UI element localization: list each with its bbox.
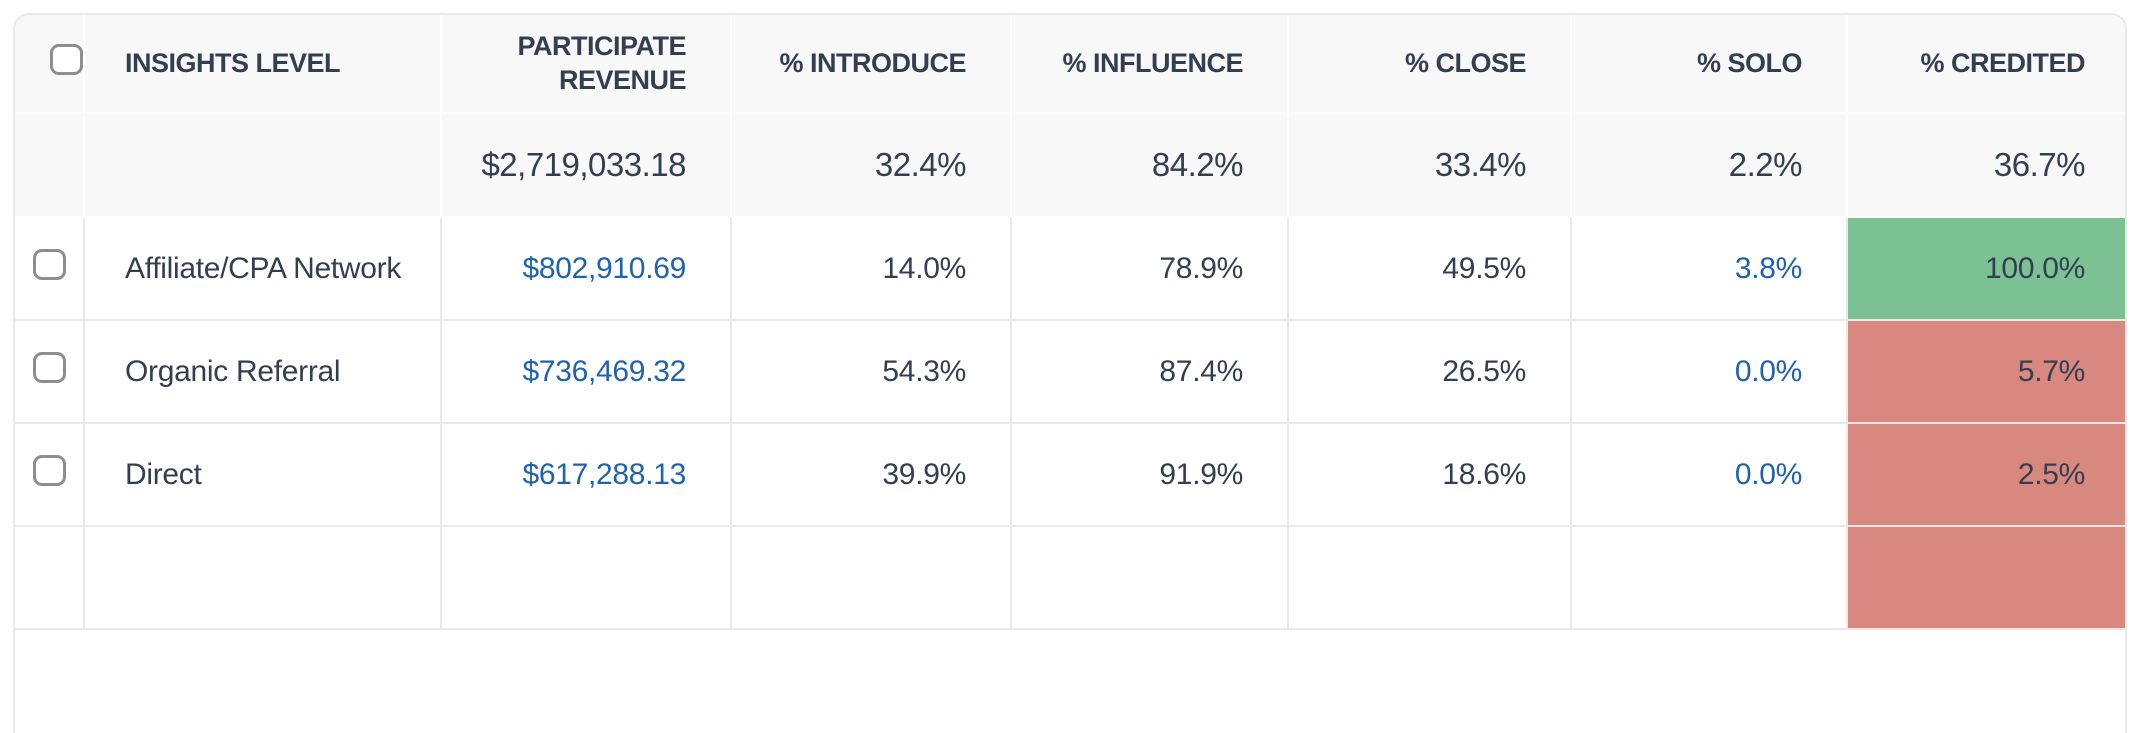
row-checkbox-cell xyxy=(15,424,85,527)
close-value: 18.6% xyxy=(1289,424,1572,527)
introduce-value: 54.3% xyxy=(732,321,1012,424)
totals-credited: 36.7% xyxy=(1848,114,2125,218)
influence-value: 87.4% xyxy=(1012,321,1289,424)
revenue-cell xyxy=(442,527,732,630)
row-checkbox-cell xyxy=(15,218,85,321)
insights-level-label: Affiliate/CPA Network xyxy=(85,218,442,321)
column-header-solo[interactable]: % Solo xyxy=(1572,15,1848,114)
insights-level-label xyxy=(85,527,442,630)
row-checkbox-cell xyxy=(15,321,85,424)
column-header-close[interactable]: % Close xyxy=(1289,15,1572,114)
introduce-value: 14.0% xyxy=(732,218,1012,321)
column-header-credited[interactable]: % Credited xyxy=(1848,15,2125,114)
column-header-insights-level[interactable]: Insights Level xyxy=(85,15,442,114)
introduce-value: 39.9% xyxy=(732,424,1012,527)
select-all-checkbox[interactable] xyxy=(50,43,83,75)
influence-value: 91.9% xyxy=(1012,424,1289,527)
totals-revenue: $2,719,033.18 xyxy=(442,114,732,218)
introduce-value xyxy=(732,527,1012,630)
totals-close: 33.4% xyxy=(1289,114,1572,218)
solo-link[interactable]: 0.0% xyxy=(1734,457,1802,491)
solo-value xyxy=(1572,527,1848,630)
totals-row: $2,719,033.18 32.4% 84.2% 33.4% 2.2% 36.… xyxy=(15,114,2125,218)
header-row: Insights Level Participate Revenue % Int… xyxy=(15,15,2125,114)
revenue-link[interactable]: $736,469.32 xyxy=(522,354,686,388)
revenue-link[interactable]: $617,288.13 xyxy=(522,457,686,491)
table-row-partial xyxy=(15,527,2125,630)
insights-level-label: Organic Referral xyxy=(85,321,442,424)
credited-cell: 100.0% xyxy=(1848,218,2125,321)
close-value: 26.5% xyxy=(1289,321,1572,424)
influence-value: 78.9% xyxy=(1012,218,1289,321)
row-checkbox[interactable] xyxy=(32,455,66,486)
totals-introduce: 32.4% xyxy=(732,114,1012,218)
table-row: Affiliate/CPA Network $802,910.69 14.0% … xyxy=(15,218,2125,321)
solo-link[interactable]: 3.8% xyxy=(1734,251,1802,285)
row-checkbox-cell xyxy=(15,527,85,630)
solo-link[interactable]: 0.0% xyxy=(1734,354,1802,388)
column-header-introduce[interactable]: % Introduce xyxy=(732,15,1012,114)
credited-cell: 5.7% xyxy=(1848,321,2125,424)
credited-cell: 2.5% xyxy=(1848,424,2125,527)
select-all-cell xyxy=(15,15,85,114)
insights-table: Insights Level Participate Revenue % Int… xyxy=(13,13,2127,733)
influence-value xyxy=(1012,527,1289,630)
credited-cell xyxy=(1848,527,2125,630)
insights-level-label: Direct xyxy=(85,424,442,527)
table-row: Direct $617,288.13 39.9% 91.9% 18.6% 0.0… xyxy=(15,424,2125,527)
totals-checkbox-cell xyxy=(15,114,85,218)
row-checkbox[interactable] xyxy=(32,249,66,280)
column-header-participate-revenue[interactable]: Participate Revenue xyxy=(442,15,732,114)
row-checkbox[interactable] xyxy=(32,352,66,383)
totals-solo: 2.2% xyxy=(1572,114,1848,218)
close-value xyxy=(1289,527,1572,630)
column-header-influence[interactable]: % Influence xyxy=(1012,15,1289,114)
totals-influence: 84.2% xyxy=(1012,114,1289,218)
close-value: 49.5% xyxy=(1289,218,1572,321)
totals-label-cell xyxy=(85,114,442,218)
table-row: Organic Referral $736,469.32 54.3% 87.4%… xyxy=(15,321,2125,424)
revenue-link[interactable]: $802,910.69 xyxy=(522,251,686,285)
